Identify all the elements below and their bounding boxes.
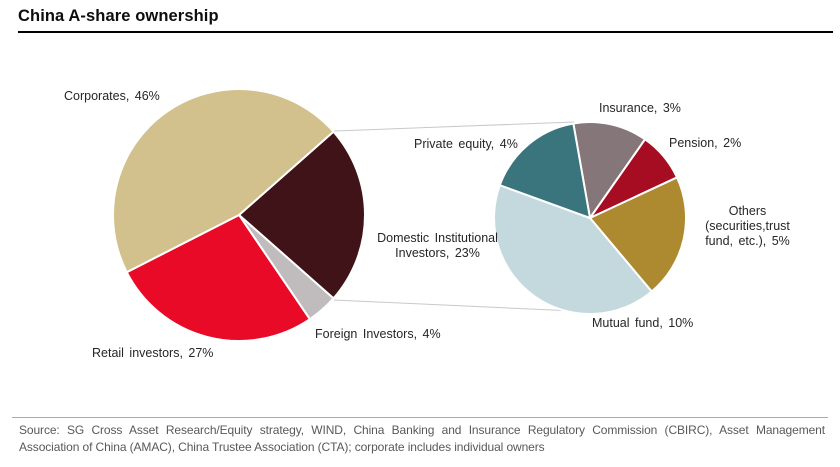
pie-slice-mutual-fund <box>493 184 653 315</box>
pie-slice-insurance <box>572 121 647 219</box>
label-pension: Pension, 2% <box>669 136 742 150</box>
title-rule <box>18 31 833 33</box>
label-mutual-fund: Mutual fund, 10% <box>592 316 694 330</box>
connector-line-bottom <box>333 299 575 312</box>
breakout-pie <box>493 121 687 315</box>
pie-slice-retail-investors <box>125 214 311 342</box>
label-foreign-investors: Foreign Investors, 4% <box>315 327 441 341</box>
label-insurance: Insurance, 3% <box>599 101 681 115</box>
source-text-line2: Association of China (AMAC), China Trust… <box>19 440 545 454</box>
connector-line-top <box>333 121 575 132</box>
main-pie <box>112 88 366 342</box>
label-private-equity: Private equity, 4% <box>414 137 518 151</box>
source-divider <box>12 417 828 418</box>
label-domestic-institutional: Domestic Institutional Investors, 23% <box>377 231 498 260</box>
source-text-line1: Source: SG Cross Asset Research/Equity s… <box>19 423 825 437</box>
label-retail-investors: Retail investors, 27% <box>92 346 214 360</box>
pie-slice-corporates <box>112 88 335 274</box>
page-title: China A-share ownership <box>18 7 219 25</box>
label-corporates: Corporates, 46% <box>64 89 160 103</box>
pie-slice-domestic-institutional-investors <box>238 130 366 300</box>
label-others: Others (securities,trust fund, etc.), 5% <box>705 204 790 248</box>
pie-slice-private-equity <box>498 122 591 219</box>
pie-slice-others-securities-trust-fund-etc <box>589 176 687 293</box>
